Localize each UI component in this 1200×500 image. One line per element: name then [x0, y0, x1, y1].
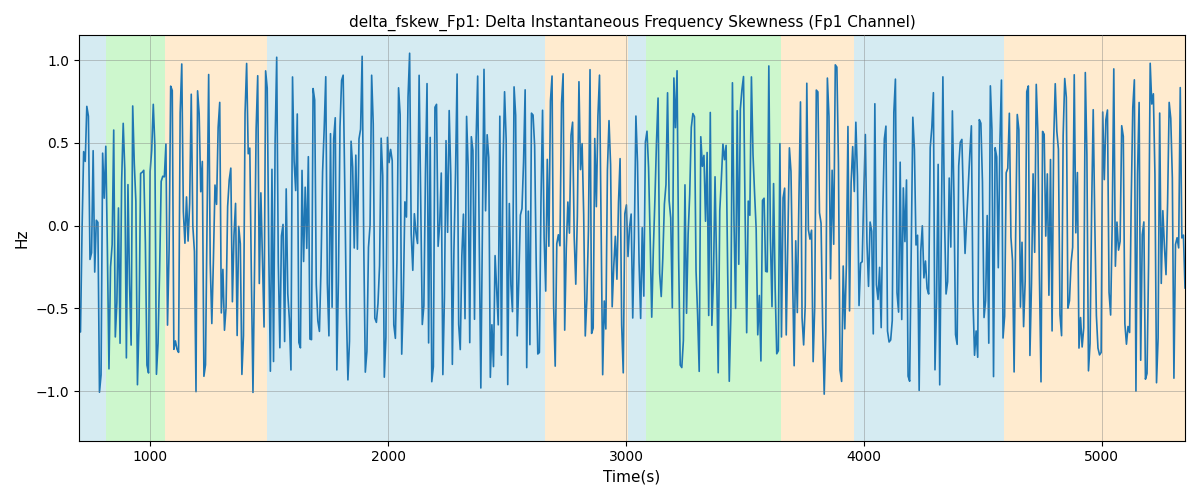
X-axis label: Time(s): Time(s): [604, 470, 660, 485]
Bar: [569, 36, 629, 440]
Bar: [781, 36, 854, 440]
Bar: [1044, 36, 1186, 440]
Bar: [629, 36, 647, 440]
Bar: [164, 36, 266, 440]
Bar: [854, 36, 1004, 440]
Bar: [545, 36, 569, 440]
Bar: [296, 36, 302, 440]
Title: delta_fskew_Fp1: Delta Instantaneous Frequency Skewness (Fp1 Channel): delta_fskew_Fp1: Delta Instantaneous Fre…: [348, 15, 916, 31]
Bar: [266, 36, 296, 440]
Bar: [302, 36, 545, 440]
Bar: [79, 36, 107, 440]
Bar: [1004, 36, 1044, 440]
Bar: [107, 36, 164, 440]
Bar: [647, 36, 781, 440]
Y-axis label: Hz: Hz: [14, 228, 30, 248]
